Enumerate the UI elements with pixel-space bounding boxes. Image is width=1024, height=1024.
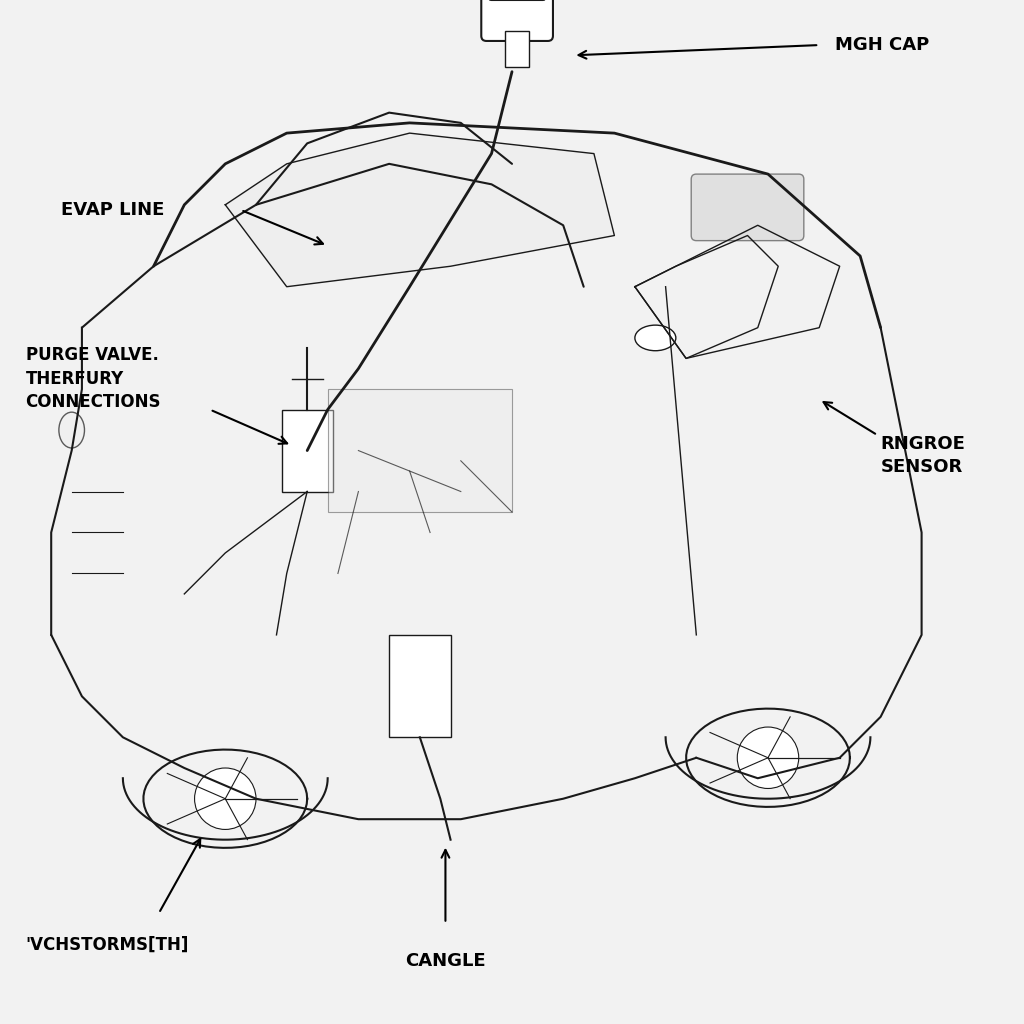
Text: CANGLE: CANGLE <box>406 951 485 970</box>
Circle shape <box>737 727 799 788</box>
Bar <box>389 635 451 737</box>
Bar <box>282 410 333 492</box>
Text: EVAP LINE: EVAP LINE <box>61 201 165 219</box>
Text: MGH CAP: MGH CAP <box>835 36 929 54</box>
Circle shape <box>195 768 256 829</box>
FancyBboxPatch shape <box>691 174 804 241</box>
Polygon shape <box>225 133 614 287</box>
Bar <box>328 389 512 512</box>
Ellipse shape <box>59 413 84 449</box>
Bar <box>505 31 529 67</box>
Text: 'VCHSTORMS[TH]: 'VCHSTORMS[TH] <box>26 936 189 954</box>
Text: PURGE VALVE.
THERFURY
CONNECTIONS: PURGE VALVE. THERFURY CONNECTIONS <box>26 346 161 412</box>
FancyBboxPatch shape <box>481 0 553 41</box>
Text: RNGROE
SENSOR: RNGROE SENSOR <box>881 435 966 476</box>
Ellipse shape <box>635 326 676 350</box>
